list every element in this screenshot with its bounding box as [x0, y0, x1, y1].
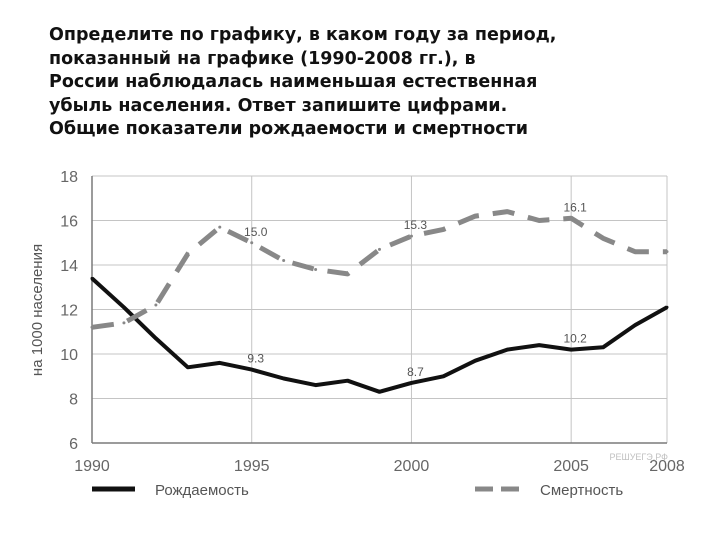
data-point-1: [665, 250, 669, 254]
y-tick-label: 6: [69, 436, 78, 453]
y-tick-label: 12: [60, 303, 78, 320]
question-line: Общие показатели рождаемости и смертност…: [49, 119, 529, 139]
data-point-0: [186, 365, 190, 369]
data-point-1: [505, 210, 509, 214]
data-label: 8.7: [407, 365, 424, 379]
x-tick-label: 2005: [553, 458, 589, 475]
data-point-0: [505, 348, 509, 352]
data-point-1: [569, 216, 573, 220]
data-point-0: [122, 305, 126, 309]
data-point-0: [633, 323, 637, 327]
data-point-0: [90, 276, 94, 280]
x-tick-label: 1990: [74, 458, 110, 475]
data-point-1: [601, 236, 605, 240]
y-axis-label: на 1000 населения: [29, 244, 46, 376]
data-point-0: [218, 361, 222, 365]
data-point-1: [409, 234, 413, 238]
legend-label: Смертность: [540, 482, 623, 499]
data-point-0: [314, 383, 318, 387]
x-tick-label: 2000: [394, 458, 430, 475]
data-point-1: [186, 252, 190, 256]
data-point-1: [218, 225, 222, 229]
data-point-1: [378, 247, 381, 251]
data-point-0: [665, 305, 669, 309]
question-line: показанный на графике (1990-2008 гг.), в: [49, 48, 476, 69]
data-point-1: [122, 321, 126, 325]
data-point-0: [409, 381, 413, 385]
data-point-1: [154, 303, 158, 307]
data-label: 15.3: [404, 218, 428, 232]
data-point-1: [250, 241, 254, 245]
watermark-text: РЕШУЕГЭ.РФ: [609, 452, 668, 462]
data-point-1: [473, 214, 477, 218]
data-label: 15.0: [244, 225, 268, 239]
data-label: 9.3: [247, 352, 264, 366]
x-tick-label: 1995: [234, 458, 270, 475]
data-point-0: [378, 390, 381, 394]
data-point-0: [569, 348, 573, 352]
data-point-0: [537, 343, 541, 347]
data-point-0: [473, 359, 477, 363]
data-point-0: [601, 345, 605, 349]
question-line: Определите по графику, в каком году за п…: [49, 25, 557, 45]
question-line: убыль населения. Ответ запишите цифрами.: [49, 95, 508, 116]
y-tick-label: 18: [60, 169, 78, 186]
y-tick-label: 16: [60, 214, 78, 231]
data-label: 10.2: [563, 332, 587, 346]
y-tick-label: 8: [69, 392, 78, 409]
data-point-1: [314, 267, 318, 271]
question-text: Определите по графику, в каком году за п…: [49, 24, 689, 142]
data-point-0: [282, 376, 286, 380]
data-point-1: [346, 272, 350, 276]
data-point-0: [154, 336, 158, 340]
question-line: России наблюдалась наименьшая естественн…: [49, 72, 538, 92]
y-tick-label: 10: [60, 347, 78, 364]
data-label: 16.1: [563, 200, 587, 214]
data-point-1: [633, 250, 637, 254]
data-point-1: [441, 227, 445, 231]
legend-label: Рождаемость: [155, 482, 249, 499]
data-point-1: [90, 325, 94, 329]
data-point-0: [346, 379, 350, 383]
data-point-0: [441, 374, 445, 378]
x-tick-label: 2008: [649, 458, 685, 475]
y-tick-label: 14: [60, 258, 78, 275]
data-point-1: [282, 259, 286, 263]
data-point-0: [250, 368, 254, 372]
data-point-1: [537, 219, 541, 222]
